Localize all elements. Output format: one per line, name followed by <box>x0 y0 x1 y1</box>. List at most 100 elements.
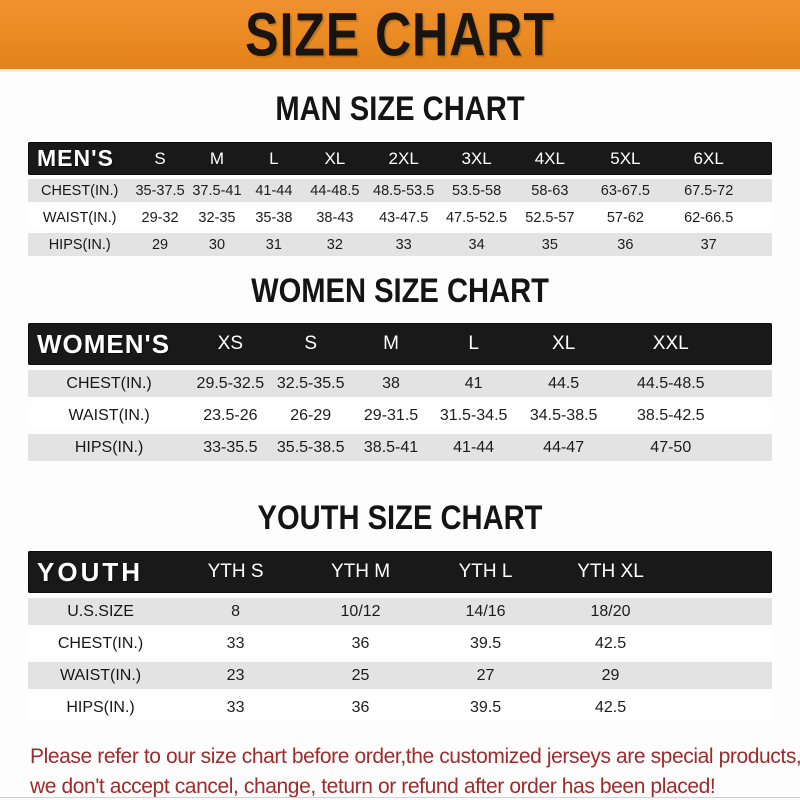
size-value-cell: 33 <box>395 236 412 253</box>
size-table-men: MEN'S S M L XL 2XL 3XL 4XL 5XL 6XL CHEST(IN.) 35-37… <box>28 142 772 256</box>
size-value-cell: 33-35.5 <box>203 438 258 456</box>
size-value-cell: 36 <box>351 698 370 716</box>
banner-title: SIZE CHART <box>245 0 555 70</box>
table-title-label: WOMEN'S <box>37 328 171 359</box>
size-value-cell: 48.5-53.5 <box>373 182 435 199</box>
table-header-row: WOMEN'S XS S M L XL XXL <box>28 323 772 365</box>
size-value-cell: 37 <box>700 236 717 253</box>
table-title-label: MEN'S <box>37 145 114 171</box>
column-header: 4XL <box>534 148 565 168</box>
footer-notice: Please refer to our size chart before or… <box>30 742 800 800</box>
row-label: WAIST(IN.) <box>68 406 150 424</box>
size-value-cell: 36 <box>617 236 634 253</box>
size-value-cell: 33 <box>226 698 245 716</box>
column-header: XS <box>217 333 244 354</box>
size-value-cell: 29-31.5 <box>363 406 419 424</box>
size-value-cell: 36 <box>351 634 370 652</box>
size-value-cell: 33 <box>226 634 245 652</box>
column-header: YTH XL <box>577 561 644 582</box>
table-row: WAIST(IN.) 29-32 32-35 35-38 38-43 43-47.5 47.… <box>28 206 772 229</box>
size-value-cell: 37.5-41 <box>192 182 242 199</box>
column-header: M <box>383 333 399 354</box>
size-value-cell: 35 <box>541 236 558 253</box>
column-header: M <box>209 148 225 168</box>
column-header: YTH M <box>331 561 391 582</box>
size-value-cell: 62-66.5 <box>684 209 734 226</box>
size-value-cell: 44.5 <box>548 374 580 392</box>
size-value-cell: 29.5-32.5 <box>196 374 265 392</box>
table-row: CHEST(IN.) 35-37.5 37.5-41 41-44 44-48.5 48.5… <box>28 179 772 202</box>
column-header: 6XL <box>693 148 724 168</box>
table-header-row: YOUTH YTH S YTH M YTH L YTH XL <box>28 551 772 593</box>
size-value-cell: 44.5-48.5 <box>636 374 705 392</box>
size-value-cell: 43-47.5 <box>379 209 429 226</box>
column-header: YTH L <box>458 561 513 582</box>
section-women: WOMEN SIZE CHART WOMEN'S XS S M L XL XXL CHEST(I… <box>0 271 800 461</box>
row-label: CHEST(IN.) <box>41 182 119 199</box>
size-value-cell: 42.5 <box>594 634 627 652</box>
column-header: S <box>154 148 166 168</box>
row-label: HIPS(IN.) <box>66 698 135 716</box>
size-table-youth: YOUTH YTH S YTH M YTH L YTH XL U.S.SIZE 8 10/12… <box>28 551 772 721</box>
size-value-cell: 32.5-35.5 <box>276 374 345 392</box>
table-row: HIPS(IN.) 29 30 31 32 33 34 35 36 37 <box>28 233 772 256</box>
row-label: WAIST(IN.) <box>59 666 142 684</box>
size-value-cell: 35.5-38.5 <box>276 438 345 456</box>
size-table-women: WOMEN'S XS S M L XL XXL CHEST(IN.) 29.5-32.5 32.5… <box>28 323 772 461</box>
size-value-cell: 31.5-34.5 <box>439 406 508 424</box>
size-value-cell: 35-37.5 <box>135 182 185 199</box>
row-label: U.S.SIZE <box>67 602 134 620</box>
size-value-cell: 39.5 <box>469 698 502 716</box>
column-header: XL <box>324 148 346 168</box>
size-value-cell: 32-35 <box>198 209 236 226</box>
size-value-cell: 23.5-26 <box>203 406 258 424</box>
size-value-cell: 44-47 <box>543 438 585 456</box>
size-value-cell: 30 <box>208 236 226 253</box>
size-value-cell: 29 <box>151 236 169 253</box>
size-value-cell: 38 <box>382 374 400 392</box>
size-value-cell: 47-50 <box>650 438 692 456</box>
column-header: L <box>468 333 479 354</box>
size-value-cell: 38.5-41 <box>363 438 419 456</box>
size-value-cell: 57-62 <box>606 209 644 226</box>
table-row: CHEST(IN.) 33 36 39.5 42.5 <box>28 630 772 657</box>
size-value-cell: 34 <box>468 236 485 253</box>
size-value-cell: 38.5-42.5 <box>636 406 705 424</box>
size-value-cell: 35-38 <box>255 209 293 226</box>
row-label: CHEST(IN.) <box>57 634 144 652</box>
table-row: CHEST(IN.) 29.5-32.5 32.5-35.5 38 41 44.5 44.5… <box>28 370 772 397</box>
size-value-cell: 25 <box>351 666 370 684</box>
table-row: WAIST(IN.) 23.5-26 26-29 29-31.5 31.5-34.5 34… <box>28 402 772 429</box>
table-title-label: YOUTH <box>37 556 143 587</box>
column-header: YTH S <box>207 561 264 582</box>
size-value-cell: 41 <box>464 374 483 392</box>
size-value-cell: 41-44 <box>453 438 495 456</box>
size-value-cell: 29-32 <box>141 209 179 226</box>
column-header: 5XL <box>610 148 641 168</box>
size-value-cell: 42.5 <box>594 698 627 716</box>
size-value-cell: 31 <box>265 236 282 253</box>
column-header: L <box>269 148 279 168</box>
table-row: WAIST(IN.) 23 25 27 29 <box>28 662 772 689</box>
column-header: XXL <box>652 333 689 354</box>
size-value-cell: 39.5 <box>469 634 502 652</box>
size-value-cell: 18/20 <box>590 602 631 620</box>
column-header: S <box>304 333 318 354</box>
section-heading-men: MAN SIZE CHART <box>275 89 525 128</box>
size-value-cell: 26-29 <box>290 406 332 424</box>
banner: SIZE CHART <box>0 0 800 72</box>
section-heading-youth: YOUTH SIZE CHART <box>257 498 543 537</box>
size-value-cell: 47.5-52.5 <box>445 209 508 226</box>
table-row: HIPS(IN.) 33-35.5 35.5-38.5 38.5-41 41-44 44-… <box>28 434 772 461</box>
size-value-cell: 27 <box>476 666 495 684</box>
row-label: HIPS(IN.) <box>74 438 144 456</box>
table-row: HIPS(IN.) 33 36 39.5 42.5 <box>28 694 772 721</box>
size-value-cell: 32 <box>326 236 343 253</box>
row-label: WAIST(IN.) <box>42 209 117 226</box>
table-header-row: MEN'S S M L XL 2XL 3XL 4XL 5XL 6XL <box>28 142 772 175</box>
column-header: 3XL <box>461 148 492 168</box>
row-label: HIPS(IN.) <box>48 236 111 253</box>
size-value-cell: 34.5-38.5 <box>529 406 598 424</box>
size-value-cell: 38-43 <box>316 209 354 226</box>
